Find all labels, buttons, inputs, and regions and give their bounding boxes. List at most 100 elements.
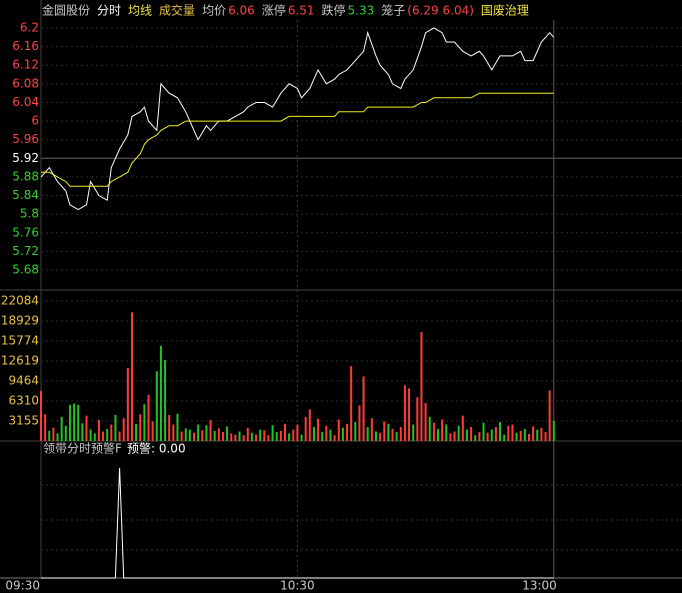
volume-bar xyxy=(205,425,208,441)
y-tick-label: 6.04 xyxy=(12,95,39,109)
volume-bar xyxy=(461,415,464,441)
y-tick-label: 6.2 xyxy=(20,21,39,35)
indicator-value: 预警: 0.00 xyxy=(127,441,186,456)
volume-bar xyxy=(279,430,282,441)
volume-bar xyxy=(499,421,502,441)
volume-bar xyxy=(73,403,76,441)
x-tick-label: 09:30 xyxy=(5,579,40,593)
y-tick-label: 9464 xyxy=(8,374,39,388)
volume-bar xyxy=(503,434,506,441)
volume-bar xyxy=(151,421,154,441)
volume-bar xyxy=(255,434,258,441)
volume-bar xyxy=(304,416,307,441)
volume-bar xyxy=(296,424,299,441)
volume-bar xyxy=(159,345,162,441)
volume-bar xyxy=(395,432,398,441)
volume-bar xyxy=(168,415,171,441)
volume-bar xyxy=(48,430,51,441)
volume-bar xyxy=(102,431,105,441)
volume-bar xyxy=(536,429,539,441)
volume-bar xyxy=(64,425,67,441)
volume-bar xyxy=(221,432,224,441)
volume-bar xyxy=(188,429,191,441)
volume-bar xyxy=(552,420,555,441)
volume-bar xyxy=(93,433,96,441)
volume-bar xyxy=(507,425,510,441)
volume-bar xyxy=(242,435,245,441)
volume-bar xyxy=(234,434,237,441)
volume-bar xyxy=(391,428,394,441)
volume-bar xyxy=(213,430,216,441)
y-tick-label: 22084 xyxy=(1,294,39,308)
volume-bar xyxy=(428,416,431,441)
volume-bar xyxy=(490,429,493,441)
volume-bar xyxy=(164,359,167,441)
y-tick-label: 5.88 xyxy=(12,169,39,183)
volume-bar xyxy=(494,427,497,441)
volume-bar xyxy=(283,423,286,441)
volume-bar xyxy=(432,422,435,441)
volume-bar xyxy=(548,390,551,441)
volume-bar xyxy=(197,424,200,441)
volume-bar xyxy=(238,431,241,441)
x-tick-label: 13:00 xyxy=(522,579,557,593)
volume-bar xyxy=(250,432,253,441)
y-tick-label: 5.84 xyxy=(12,188,39,202)
volume-bar xyxy=(288,433,291,441)
header-item: (6.29 6.04) xyxy=(407,4,474,18)
volume-bar xyxy=(300,434,303,441)
line xyxy=(41,92,554,187)
volume-bar xyxy=(114,415,117,441)
volume-bar xyxy=(180,431,183,441)
volume-bar xyxy=(267,435,270,441)
header-item: 5.33 xyxy=(348,4,375,18)
volume-bar xyxy=(147,394,150,441)
volume-bar xyxy=(56,433,59,441)
volume-bar xyxy=(403,385,406,441)
volume-bar xyxy=(408,388,411,441)
y-tick-label: 6.08 xyxy=(12,76,39,90)
volume-bar xyxy=(172,424,175,441)
volume-bar xyxy=(527,434,530,441)
volume-bar xyxy=(333,435,336,441)
volume-bar xyxy=(52,427,55,441)
volume-bar xyxy=(139,414,142,441)
volume-bar xyxy=(441,419,444,441)
y-tick-label: 6.16 xyxy=(12,39,39,53)
volume-bar xyxy=(97,420,100,441)
header-item: 成交量 xyxy=(159,3,195,18)
volume-bar xyxy=(416,397,419,441)
volume-bar xyxy=(68,404,71,441)
volume-bar xyxy=(85,415,88,441)
header-item: 均价 xyxy=(202,4,226,18)
y-tick-label: 15774 xyxy=(1,334,39,348)
volume-bar xyxy=(155,371,158,441)
volume-bar xyxy=(370,418,373,441)
volume-bar xyxy=(321,432,324,441)
volume-bar xyxy=(209,420,212,441)
volume-bar xyxy=(263,430,266,441)
volume-bar xyxy=(532,426,535,441)
header-item: 涨停 xyxy=(262,3,286,18)
volume-bar xyxy=(453,431,456,441)
volume-bar xyxy=(374,431,377,441)
volume-bar xyxy=(60,416,63,441)
volume-bar xyxy=(474,435,477,441)
volume-bar xyxy=(130,312,133,441)
header-item: 国废治理 xyxy=(481,3,529,18)
volume-bar xyxy=(106,428,109,441)
header-item: 6.06 xyxy=(228,4,255,18)
volume-bar xyxy=(399,427,402,441)
volume-bar xyxy=(259,429,262,441)
volume-bar xyxy=(515,432,518,441)
x-tick-label: 10:30 xyxy=(280,579,315,593)
volume-bar xyxy=(383,421,386,441)
header-item: 笼子 xyxy=(381,3,405,18)
volume-bar xyxy=(126,368,129,441)
volume-bar xyxy=(201,430,204,441)
volume-bar xyxy=(420,331,423,441)
volume-bar xyxy=(350,366,353,441)
volume-bar xyxy=(135,423,138,441)
